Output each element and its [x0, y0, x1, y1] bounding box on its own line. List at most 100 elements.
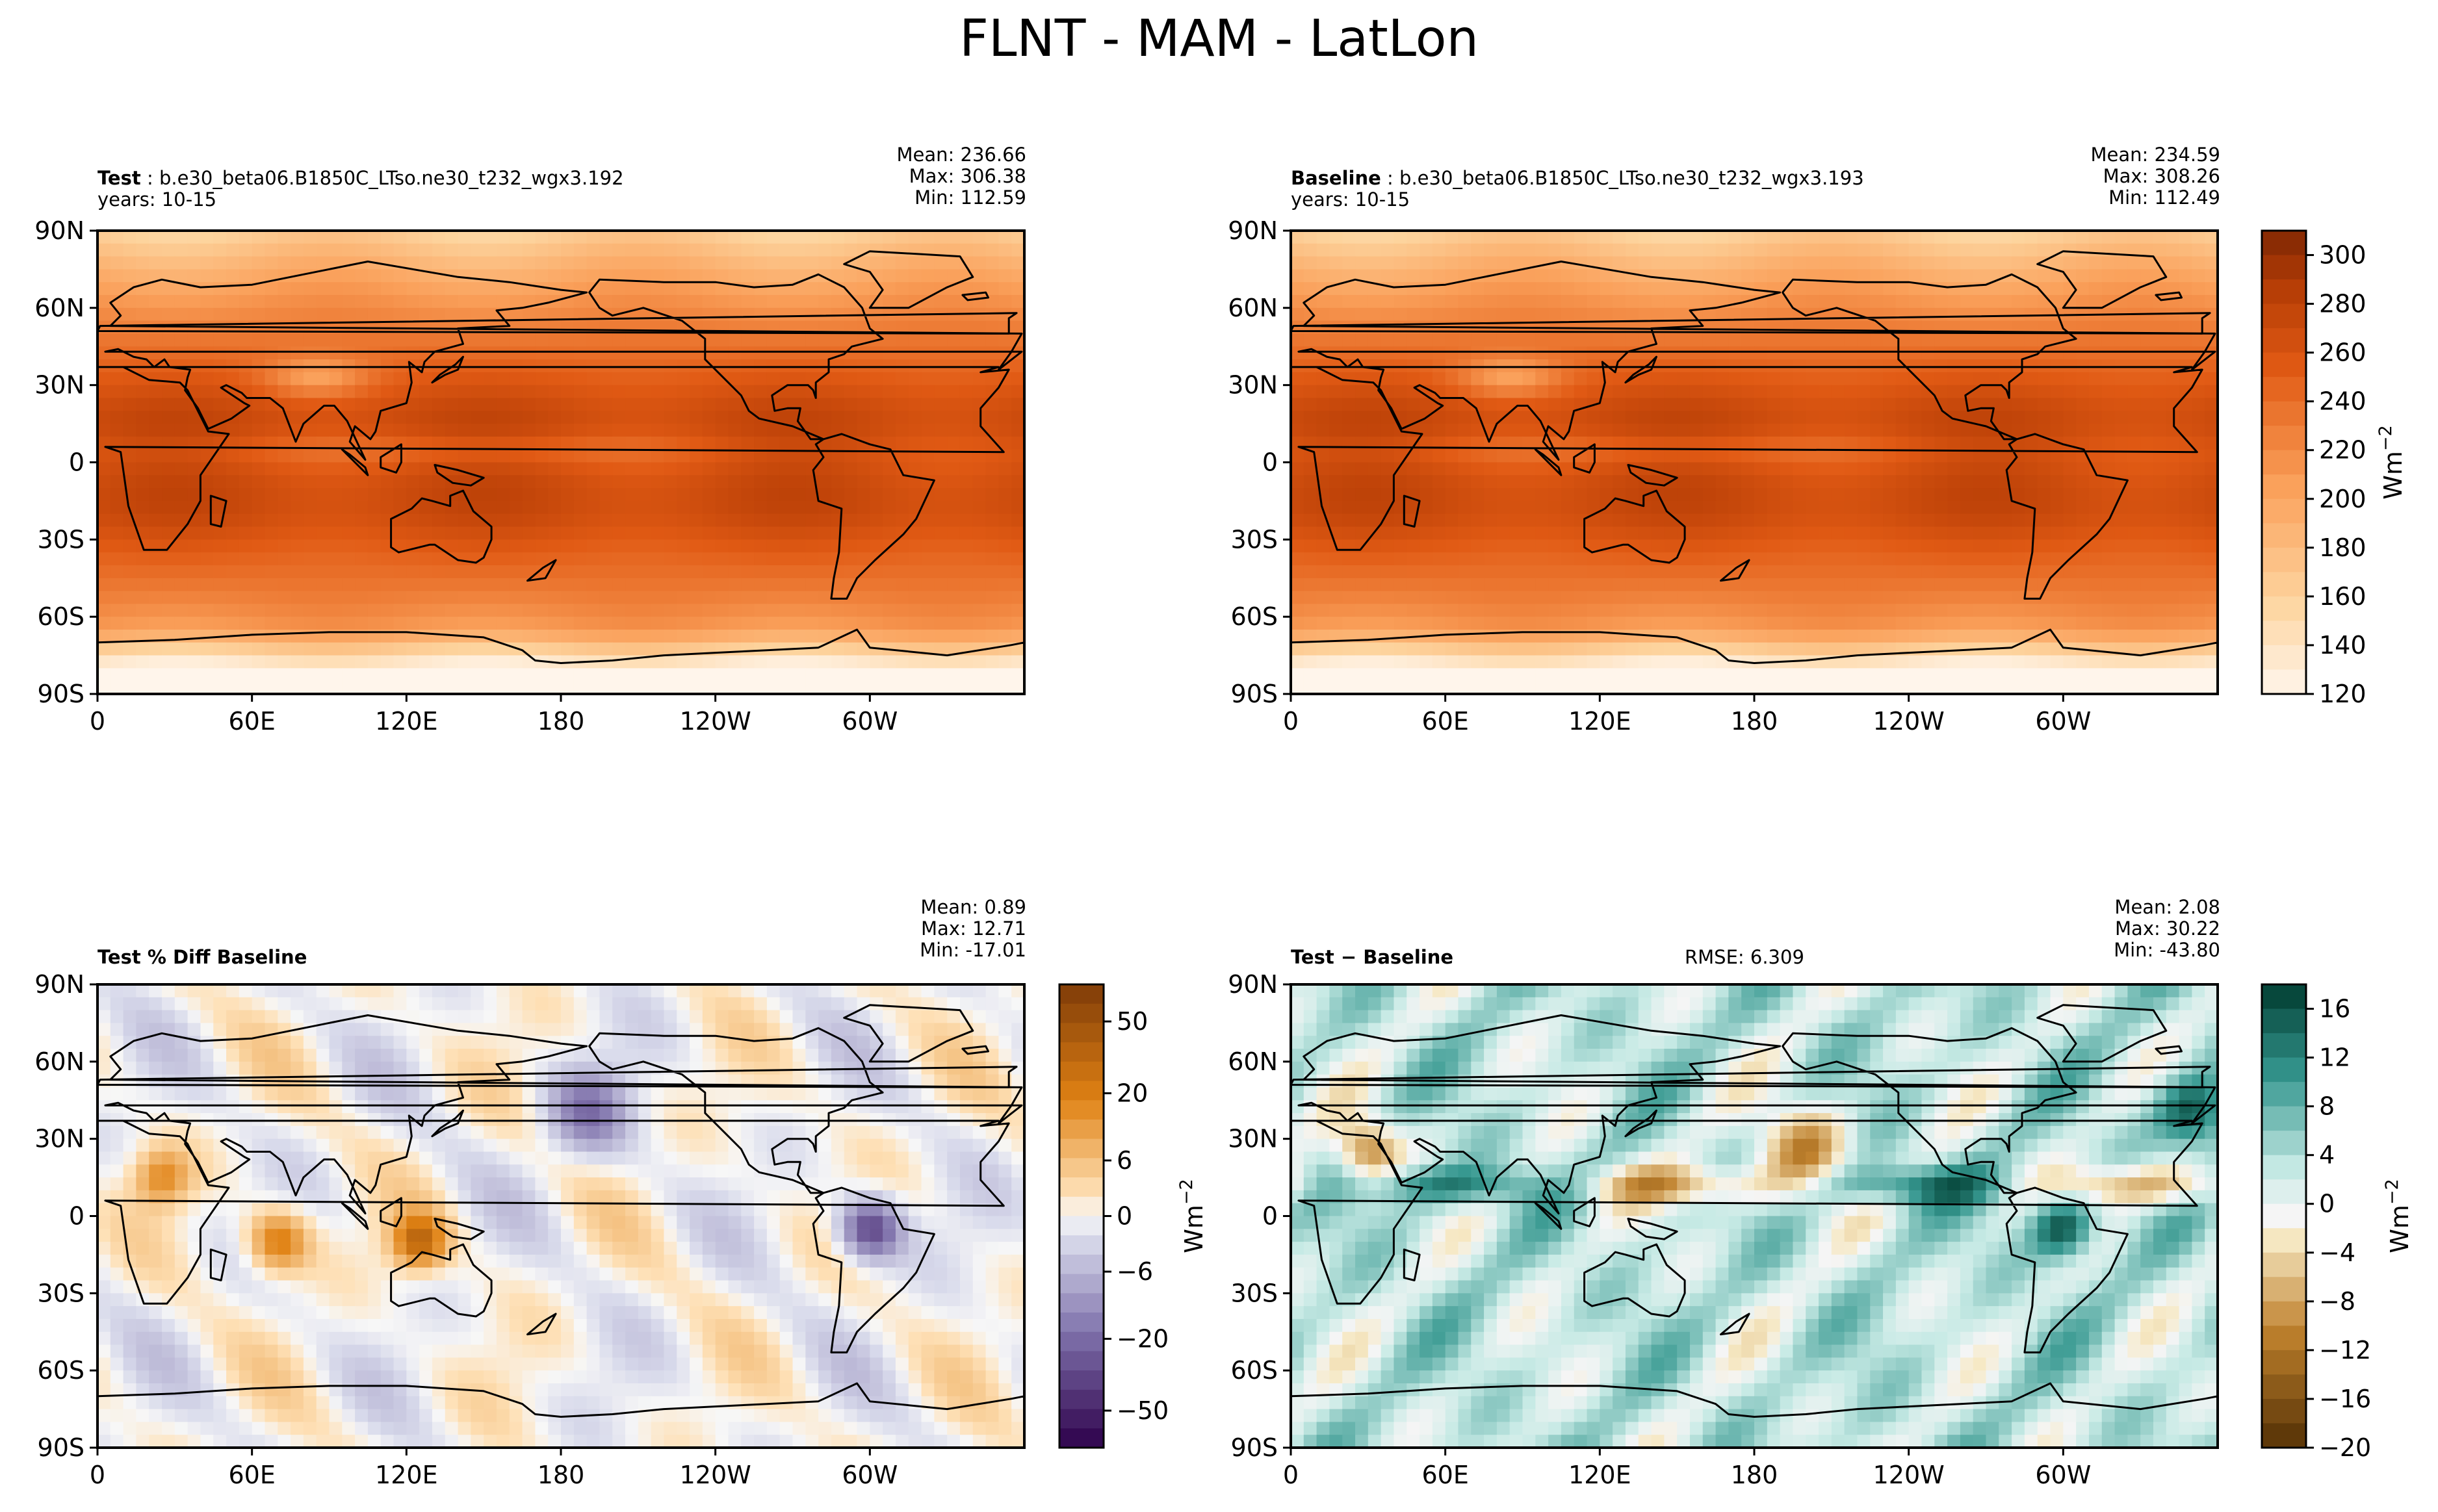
- map-cell: [2076, 359, 2090, 373]
- map-cell: [1651, 539, 1665, 553]
- map-cell: [1445, 449, 1459, 463]
- map-cell: [1819, 346, 1832, 360]
- map-cell: [1767, 231, 1781, 244]
- map-cell: [123, 256, 137, 270]
- map-cell: [972, 591, 987, 604]
- map-cell: [779, 500, 794, 515]
- map-cell: [972, 668, 987, 682]
- map-cell: [1870, 243, 1884, 257]
- map-cell: [1484, 462, 1498, 476]
- map-cell: [2037, 359, 2051, 373]
- map-cell: [1303, 372, 1317, 386]
- map-cell: [1819, 436, 1832, 450]
- map-cell: [561, 526, 575, 540]
- map-cell: [766, 591, 781, 604]
- map-cell: [1831, 256, 1845, 270]
- map-cell: [1664, 617, 1678, 630]
- map-cell: [239, 307, 253, 322]
- map-cell: [2127, 500, 2141, 515]
- map-cell: [741, 565, 755, 579]
- map-cell: [2101, 385, 2116, 399]
- map-cell: [1934, 231, 1948, 244]
- map-cell: [509, 462, 523, 476]
- map-cell: [1677, 565, 1691, 579]
- map-cell: [548, 500, 562, 515]
- map-cell: [1420, 591, 1433, 604]
- map-cell: [934, 269, 948, 283]
- map-cell: [573, 269, 588, 283]
- map-cell: [239, 668, 253, 682]
- map-cell: [162, 295, 175, 309]
- map-cell: [1303, 604, 1317, 617]
- map-cell: [252, 307, 266, 322]
- map-cell: [1535, 617, 1549, 630]
- map-cell: [1754, 256, 1768, 270]
- map-cell: [1291, 462, 1304, 476]
- map-cell: [484, 307, 497, 322]
- map-cell: [1960, 295, 1974, 309]
- map-cell: [1316, 617, 1330, 630]
- map-cell: [522, 231, 536, 244]
- map-cell: [947, 513, 961, 528]
- map-cell: [1574, 372, 1588, 386]
- map-cell: [2101, 333, 2116, 347]
- map-cell: [1394, 231, 1407, 244]
- map-cell: [1857, 488, 1871, 502]
- map-cell: [612, 552, 626, 566]
- map-cell: [1355, 243, 1369, 257]
- map-cell: [355, 642, 369, 656]
- map-cell: [959, 359, 974, 373]
- map-cell: [496, 578, 510, 592]
- map-cell: [934, 462, 948, 476]
- map-cell: [1780, 578, 1794, 592]
- map-cell: [1394, 539, 1407, 553]
- map-cell: [2127, 617, 2141, 630]
- map-cell: [1432, 500, 1446, 515]
- map-cell: [779, 565, 794, 579]
- map-cell: [857, 346, 870, 360]
- map-cell: [1960, 462, 1974, 476]
- map-cell: [1908, 565, 1923, 579]
- map-cell: [1780, 333, 1794, 347]
- map-cell: [2127, 385, 2141, 399]
- map-cell: [1767, 526, 1781, 540]
- map-cell: [625, 269, 639, 283]
- map-cell: [779, 604, 794, 617]
- map-cell: [1767, 539, 1781, 553]
- map-cell: [1844, 346, 1858, 360]
- map-cell: [818, 372, 832, 386]
- map-cell: [419, 681, 433, 695]
- map-cell: [895, 256, 909, 270]
- map-cell: [213, 526, 227, 540]
- map-cell: [651, 243, 665, 257]
- map-cell: [1754, 513, 1768, 528]
- map-cell: [1934, 269, 1948, 283]
- map-cell: [252, 681, 266, 695]
- map-cell: [1303, 475, 1317, 489]
- map-cell: [561, 604, 575, 617]
- map-cell: [1934, 539, 1948, 553]
- map-cell: [445, 424, 459, 437]
- map-cell: [2037, 604, 2051, 617]
- map-cell: [1445, 500, 1459, 515]
- map-cell: [1432, 436, 1446, 450]
- map-cell: [1638, 617, 1652, 630]
- map-cell: [535, 526, 549, 540]
- map-cell: [818, 604, 832, 617]
- map-cell: [1973, 295, 1987, 309]
- map-cell: [1934, 243, 1948, 257]
- map-cell: [1432, 269, 1446, 283]
- map-cell: [702, 655, 716, 669]
- map-cell: [187, 449, 201, 463]
- map-cell: [471, 256, 484, 270]
- map-cell: [1458, 256, 1472, 270]
- map-cell: [1960, 243, 1974, 257]
- map-cell: [998, 398, 1012, 411]
- map-cell: [1689, 565, 1704, 579]
- map-cell: [2076, 385, 2090, 399]
- map-cell: [586, 526, 601, 540]
- map-cell: [278, 617, 291, 630]
- map-cell: [174, 539, 188, 553]
- map-cell: [1445, 295, 1459, 309]
- map-cell: [1381, 591, 1395, 604]
